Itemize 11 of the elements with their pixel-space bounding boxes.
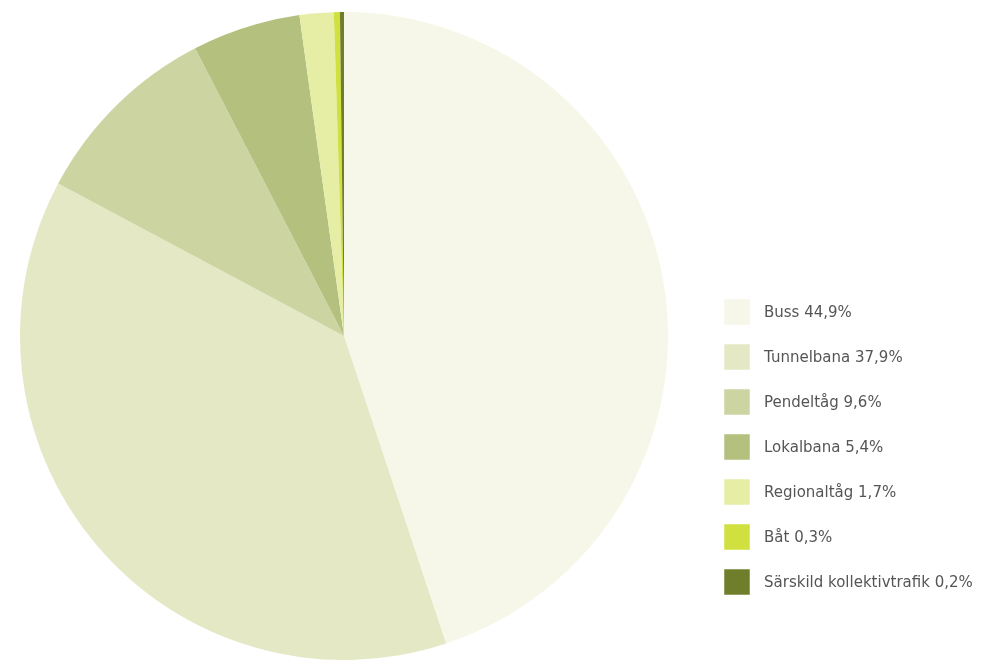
legend-label: Båt 0,3% (764, 528, 833, 546)
legend-label: Regionaltåg 1,7% (764, 483, 897, 501)
pie-slice (58, 48, 344, 336)
legend-label: Lokalbana 5,4% (764, 438, 884, 456)
pie-slice (20, 183, 447, 660)
legend-label: Buss 44,9% (764, 303, 852, 321)
legend-label: Tunnelbana 37,9% (763, 348, 903, 366)
legend-label: Pendeltåg 9,6% (764, 393, 882, 411)
legend-label: Särskild kollektivtrafik 0,2% (764, 573, 973, 591)
pie-slice (195, 15, 344, 336)
pie-slice (344, 12, 668, 644)
